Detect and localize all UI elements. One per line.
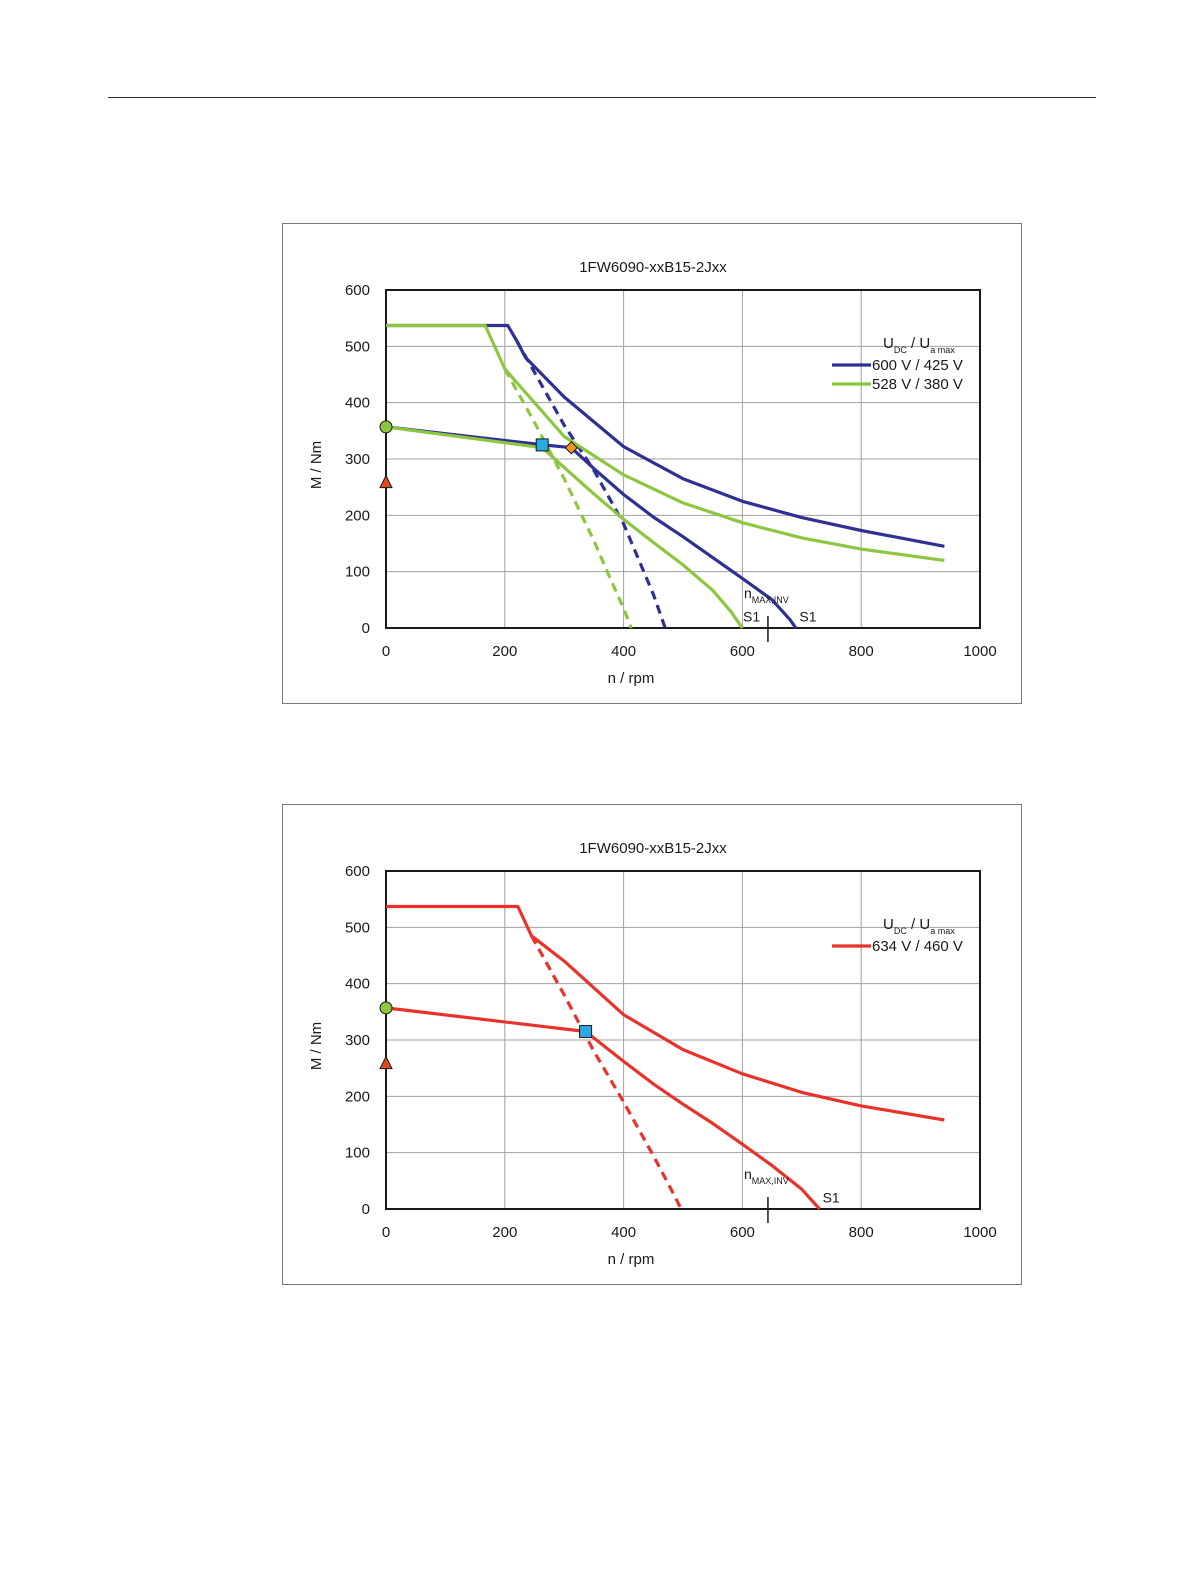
x-axis-label: n / rpm <box>608 670 655 687</box>
legend-header: UDC / Ua max <box>883 916 955 936</box>
series-line <box>385 1006 821 1211</box>
legend-entry: 634 V / 460 V <box>872 938 963 955</box>
series-line <box>385 425 744 629</box>
legend-header-part: a max <box>930 345 955 355</box>
page-top-rule <box>108 97 1096 98</box>
nmax-label: nMAX,INV <box>744 1166 789 1186</box>
legend-header-part: U <box>919 916 930 933</box>
legend-header-part: DC <box>894 926 907 936</box>
nmax-sub: MAX,INV <box>752 595 789 605</box>
marker-triangle <box>379 474 393 489</box>
legend-header-part: U <box>883 335 894 352</box>
y-tick-label: 300 <box>345 451 370 468</box>
plot-area-border <box>385 870 981 1210</box>
x-tick-label: 1000 <box>963 1224 996 1241</box>
legend-header-part: / <box>907 335 920 352</box>
x-axis-label: n / rpm <box>608 1251 655 1268</box>
y-tick-label: 600 <box>345 282 370 299</box>
y-tick-label: 0 <box>362 620 370 637</box>
x-tick-label: 400 <box>611 643 636 660</box>
y-tick-label: 500 <box>345 919 370 936</box>
legend-header: UDC / Ua max <box>883 335 955 355</box>
legend-header-part: DC <box>894 345 907 355</box>
x-tick-label: 600 <box>730 1224 755 1241</box>
y-axis-label: M / Nm <box>308 441 325 489</box>
x-tick-label: 400 <box>611 1224 636 1241</box>
series-line <box>503 368 633 629</box>
legend-entry: 600 V / 425 V <box>872 357 963 374</box>
legend-header-part: U <box>883 916 894 933</box>
y-tick-label: 600 <box>345 863 370 880</box>
legend-header-part: U <box>919 335 930 352</box>
marker-square <box>535 438 549 452</box>
x-tick-label: 800 <box>849 1224 874 1241</box>
y-tick-label: 400 <box>345 976 370 993</box>
series-line <box>385 425 798 629</box>
nmax-main: n <box>744 585 752 601</box>
chart-title: 1FW6090-xxB15-2Jxx <box>579 840 727 857</box>
series-line <box>386 323 945 562</box>
nmax-sub: MAX,INV <box>752 1176 789 1186</box>
y-tick-label: 200 <box>345 507 370 524</box>
curve-label: S1 <box>743 609 760 625</box>
y-tick-label: 400 <box>345 395 370 412</box>
legend-header-part: a max <box>930 926 955 936</box>
torque-speed-chart-1: 1FW6090-xxB15-2Jxx 0 200 400 600 800 1000 0 100 2… <box>282 223 1022 704</box>
chart-title: 1FW6090-xxB15-2Jxx <box>579 259 727 276</box>
y-tick-label: 100 <box>345 1145 370 1162</box>
legend-header-part: / <box>907 916 920 933</box>
plot-area-border <box>385 289 981 629</box>
y-axis-label: M / Nm <box>308 1022 325 1070</box>
series-line <box>530 935 683 1210</box>
series-line <box>386 904 945 1122</box>
marker-square <box>579 1025 593 1039</box>
marker-circle <box>379 420 393 434</box>
chart-2-svg: 1FW6090-xxB15-2Jxx 0 200 400 600 800 1000 0 100 2… <box>308 840 997 1268</box>
legend-entry: 528 V / 380 V <box>872 376 963 393</box>
series-line <box>515 339 667 629</box>
marker-circle <box>379 1001 393 1015</box>
y-tick-label: 500 <box>345 338 370 355</box>
y-tick-label: 0 <box>362 1201 370 1218</box>
y-tick-label: 100 <box>345 564 370 581</box>
marker-diamond <box>564 441 579 455</box>
nmax-main: n <box>744 1166 752 1182</box>
x-tick-label: 0 <box>382 1224 390 1241</box>
x-tick-label: 800 <box>849 643 874 660</box>
curve-label: S1 <box>823 1190 840 1206</box>
curve-label: S1 <box>799 609 816 625</box>
series-line <box>386 323 945 548</box>
y-tick-label: 200 <box>345 1088 370 1105</box>
marker-triangle <box>379 1055 393 1070</box>
x-tick-label: 200 <box>492 643 517 660</box>
x-tick-label: 1000 <box>963 643 996 660</box>
x-tick-label: 200 <box>492 1224 517 1241</box>
chart-1-svg: 1FW6090-xxB15-2Jxx 0 200 400 600 800 1000 0 100 2… <box>308 259 997 687</box>
x-tick-label: 0 <box>382 643 390 660</box>
x-tick-label: 600 <box>730 643 755 660</box>
torque-speed-chart-2: 1FW6090-xxB15-2Jxx 0 200 400 600 800 1000 0 100 2… <box>282 804 1022 1285</box>
nmax-label: nMAX,INV <box>744 585 789 605</box>
y-tick-label: 300 <box>345 1032 370 1049</box>
